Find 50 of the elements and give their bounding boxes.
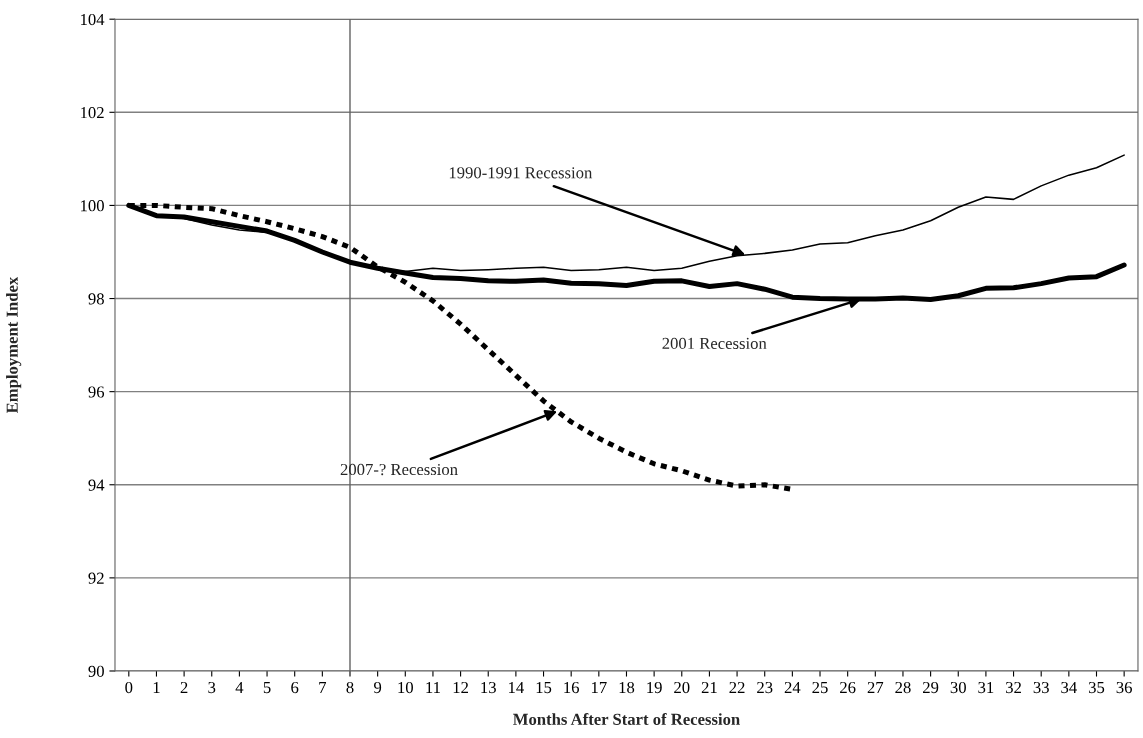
x-tick-label: 22 — [729, 681, 745, 693]
annotation: 1990-1991 Recession — [449, 167, 593, 179]
x-tick-label: 17 — [591, 681, 607, 693]
x-tick-label: 32 — [1006, 681, 1021, 694]
annotation: 2007-? Recession — [340, 463, 458, 476]
x-tick-label: 34 — [1061, 681, 1077, 694]
y-tick-label: 98 — [88, 293, 104, 305]
x-tick-label: 21 — [701, 681, 717, 693]
x-tick-label: 10 — [398, 681, 413, 694]
y-axis-title: Employment Index — [6, 276, 22, 414]
x-tick-label: 18 — [619, 681, 635, 694]
x-tick-label: 19 — [647, 681, 662, 694]
x-tick-label: 11 — [426, 681, 440, 693]
x-tick-label: 24 — [784, 681, 801, 693]
x-tick-label: 26 — [840, 681, 856, 694]
x-tick-label: 12 — [453, 681, 468, 693]
x-tick-label: 4 — [235, 682, 244, 693]
x-tick-label: 0 — [125, 681, 133, 694]
annotation: 2001 Recession — [662, 337, 767, 349]
x-tick-label: 35 — [1088, 681, 1105, 694]
x-tick-label: 3 — [208, 681, 216, 694]
x-axis-title: Months After Start of Recession — [513, 713, 740, 725]
x-tick-label: 7 — [319, 682, 327, 693]
x-tick-label: 23 — [757, 681, 773, 694]
x-tick-label: 6 — [291, 681, 299, 694]
x-tick-label: 20 — [674, 681, 690, 694]
y-tick-label: 104 — [81, 13, 105, 26]
x-tick-label: 16 — [564, 681, 580, 694]
y-tick-label: 92 — [88, 572, 104, 584]
x-tick-label: 8 — [346, 681, 354, 694]
y-tick-label: 102 — [81, 107, 104, 119]
x-tick-label: 25 — [812, 681, 828, 694]
y-tick-label: 94 — [88, 479, 105, 491]
x-tick-label: 2 — [180, 681, 188, 693]
y-tick-label: 100 — [81, 200, 104, 212]
x-tick-label: 9 — [374, 681, 382, 694]
x-tick-label: 28 — [895, 681, 911, 694]
x-tick-label: 29 — [923, 681, 939, 694]
x-tick-label: 15 — [536, 681, 552, 694]
x-tick-label: 13 — [481, 681, 496, 694]
x-tick-label: 1 — [153, 681, 160, 693]
y-tick-label: 96 — [88, 386, 105, 398]
x-tick-label: 27 — [867, 681, 884, 693]
x-tick-label: 36 — [1116, 681, 1132, 694]
x-tick-label: 5 — [263, 682, 271, 694]
x-tick-label: 31 — [978, 681, 994, 694]
x-tick-label: 30 — [950, 681, 966, 694]
x-tick-label: 33 — [1033, 681, 1049, 694]
x-tick-label: 14 — [509, 681, 524, 693]
y-tick-label: 90 — [88, 665, 104, 677]
